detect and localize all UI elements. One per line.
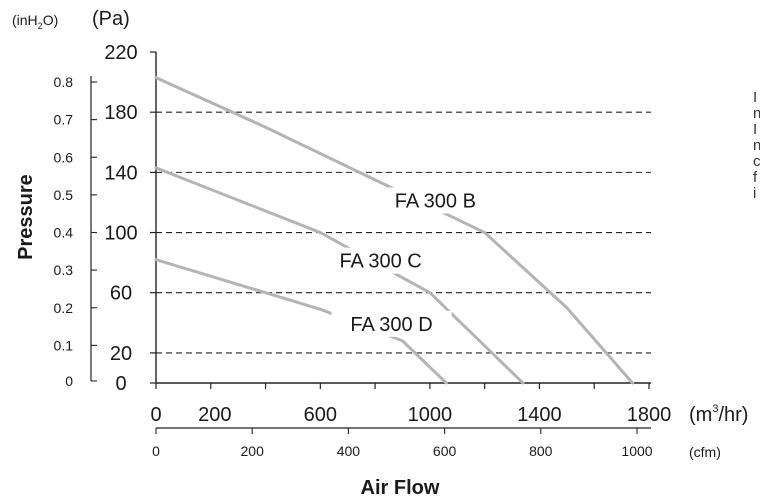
inh2o-tick-label: 0.4 (54, 225, 74, 241)
series-lines (154, 76, 635, 385)
inh2o-tick-label: 0.5 (54, 187, 74, 203)
inh2o-tick-label: 0.3 (54, 262, 74, 278)
side-text-line: f (753, 169, 758, 186)
x-unit-m3hr: (m3/hr) (689, 403, 748, 426)
cfm-tick-label: 800 (529, 443, 553, 459)
x-unit-cfm: (cfm) (689, 444, 721, 460)
m3hr-tick-label: 200 (198, 404, 231, 426)
m3hr-tick-label: 600 (304, 404, 337, 426)
y-axis-title: Pressure (15, 174, 37, 260)
pa-tick-label: 180 (104, 102, 137, 124)
tick-labels: 0 20 60 100 140 180 220 0 0.1 0.2 0.3 0.4 0.5 0.6 0.7 0… (54, 42, 672, 459)
series-label: FA 300 C (339, 251, 421, 273)
y-unit-inh2o: (inH2O) (12, 12, 58, 31)
series-labels: FA 300 B FA 300 C FA 300 D (320, 187, 496, 337)
m3hr-tick-label: 1400 (517, 404, 562, 426)
side-text-line: I (753, 121, 758, 138)
inh2o-tick-label: 0 (65, 373, 73, 389)
side-text-line: n (753, 105, 760, 122)
inh2o-tick-label: 0.8 (54, 74, 74, 90)
cfm-tick-label: 600 (433, 443, 457, 459)
series-label-bg (375, 187, 496, 214)
x-axis-title: Air Flow (361, 477, 440, 499)
side-text-line: i (753, 185, 757, 202)
side-text-line: I (753, 90, 758, 106)
cfm-tick-label: 1000 (621, 443, 652, 459)
m3hr-tick-label: 1800 (627, 404, 672, 426)
side-text-line: n (753, 137, 760, 154)
series-label: FA 300 B (395, 190, 476, 212)
y-unit-pa: (Pa) (92, 8, 130, 30)
pa-tick-label: 100 (104, 223, 137, 245)
inh2o-tick-label: 0.1 (54, 337, 74, 353)
m3hr-tick-label: 0 (150, 404, 161, 426)
cfm-tick-label: 0 (152, 443, 160, 459)
cfm-tick-label: 400 (337, 443, 361, 459)
inh2o-tick-label: 0.6 (54, 149, 74, 165)
pa-tick-label: 0 (115, 373, 126, 395)
inh2o-tick-label: 0.2 (54, 300, 74, 316)
series-label-bg (331, 310, 452, 337)
truncated-side-text: I n I n c f i (753, 90, 760, 202)
pa-tick-label: 20 (110, 343, 132, 365)
pa-tick-label: 220 (104, 42, 137, 64)
m3hr-tick-label: 1000 (408, 404, 453, 426)
pa-tick-label: 60 (110, 283, 132, 305)
pa-tick-label: 140 (104, 162, 137, 184)
gridlines (156, 111, 651, 354)
inh2o-tick-label: 0.7 (54, 112, 74, 128)
series-label-bg (320, 247, 441, 274)
series-label: FA 300 D (350, 314, 432, 336)
cfm-tick-label: 200 (241, 443, 265, 459)
side-text-line: c (753, 153, 760, 170)
axes (90, 52, 651, 429)
